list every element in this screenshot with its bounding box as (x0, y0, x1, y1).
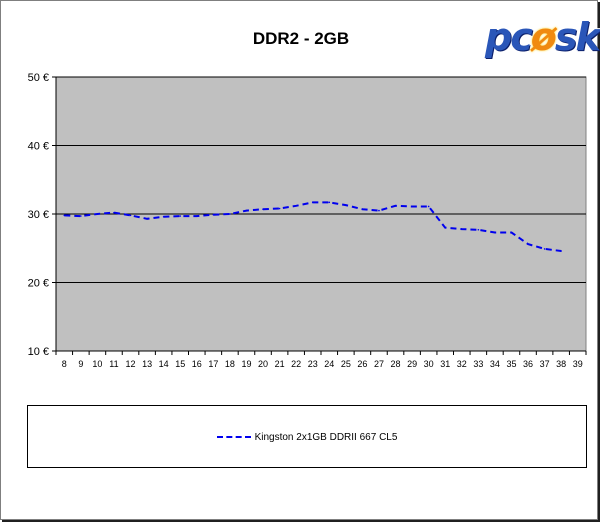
data-point (527, 243, 529, 245)
x-tick-label: 20 (258, 359, 268, 369)
data-point (311, 201, 314, 204)
logo-part-a: pc (485, 15, 533, 59)
x-tick-label: 26 (357, 359, 367, 369)
x-tick-label: 14 (159, 359, 169, 369)
line-chart: 10 € 20 € 30 € 40 € 50 € 8 9 10 11 12 13 14 15 16 17 18… (28, 72, 587, 369)
data-point (113, 211, 115, 214)
data-point (345, 204, 347, 206)
data-point (146, 217, 148, 220)
data-point (212, 213, 215, 216)
data-point (510, 231, 513, 234)
y-tick-label: 40 € (28, 141, 49, 153)
x-tick-label: 25 (341, 359, 351, 369)
data-point (411, 205, 413, 208)
x-tick-label: 32 (457, 359, 467, 369)
data-point (179, 215, 182, 217)
x-tick-label: 19 (241, 359, 251, 369)
x-tick-label: 15 (175, 359, 185, 369)
data-point (361, 208, 364, 211)
data-point (129, 214, 132, 217)
x-tick-label: 31 (440, 359, 450, 369)
x-tick-label: 27 (374, 359, 384, 369)
data-point (229, 213, 231, 215)
y-tick-label: 50 € (28, 72, 49, 84)
x-tick-label: 22 (291, 359, 301, 369)
x-tick-label: 29 (407, 359, 417, 369)
data-point (295, 204, 297, 207)
data-point (560, 250, 562, 252)
data-point (195, 215, 198, 217)
x-tick-label: 8 (62, 359, 67, 369)
pcfsk-logo: pcøsk (485, 15, 600, 59)
x-tick-label: 21 (275, 359, 285, 369)
x-tick-label: 38 (556, 359, 566, 369)
data-point (494, 231, 496, 234)
x-tick-label: 28 (391, 359, 401, 369)
x-tick-label: 9 (78, 359, 83, 369)
x-tick-label: 16 (192, 359, 202, 369)
x-tick-label: 24 (324, 359, 334, 369)
data-point (427, 205, 430, 208)
legend: Kingston 2x1GB DDRII 667 CL5 (27, 405, 587, 468)
data-point (262, 208, 264, 211)
data-point (80, 215, 82, 217)
x-tick-label: 13 (142, 359, 152, 369)
x-tick-label: 30 (424, 359, 434, 369)
legend-item: Kingston 2x1GB DDRII 667 CL5 (28, 432, 586, 443)
data-point (394, 204, 397, 207)
y-tick-label: 30 € (28, 209, 49, 221)
data-point (63, 214, 66, 217)
x-tick-label: 35 (506, 359, 516, 369)
chart-title: DDR2 - 2GB (252, 29, 350, 48)
data-point (477, 228, 480, 231)
data-point (328, 201, 331, 204)
flame-icon: ø (530, 15, 557, 59)
x-tick-label: 12 (126, 359, 136, 369)
y-tick-label: 20 € (28, 278, 49, 290)
data-point (96, 213, 99, 215)
logo-part-b: sk (554, 15, 600, 59)
data-point (278, 207, 281, 210)
data-point (543, 248, 546, 250)
y-tick-label: 10 € (28, 346, 49, 358)
data-point (444, 226, 447, 229)
x-tick-label: 37 (540, 359, 550, 369)
x-tick-label: 23 (308, 359, 318, 369)
data-point (162, 215, 165, 218)
x-tick-label: 18 (225, 359, 235, 369)
legend-swatch (216, 436, 251, 439)
x-tick-label: 17 (208, 359, 218, 369)
legend-label: Kingston 2x1GB DDRII 667 CL5 (254, 432, 398, 443)
x-tick-label: 39 (573, 359, 583, 369)
data-point (460, 228, 463, 230)
x-tick-label: 33 (473, 359, 483, 369)
data-point (245, 209, 248, 212)
x-tick-label: 10 (92, 359, 102, 369)
x-tick-label: 36 (523, 359, 533, 369)
x-tick-label: 34 (490, 359, 500, 369)
x-tick-label: 11 (109, 359, 118, 369)
data-point (378, 209, 380, 212)
